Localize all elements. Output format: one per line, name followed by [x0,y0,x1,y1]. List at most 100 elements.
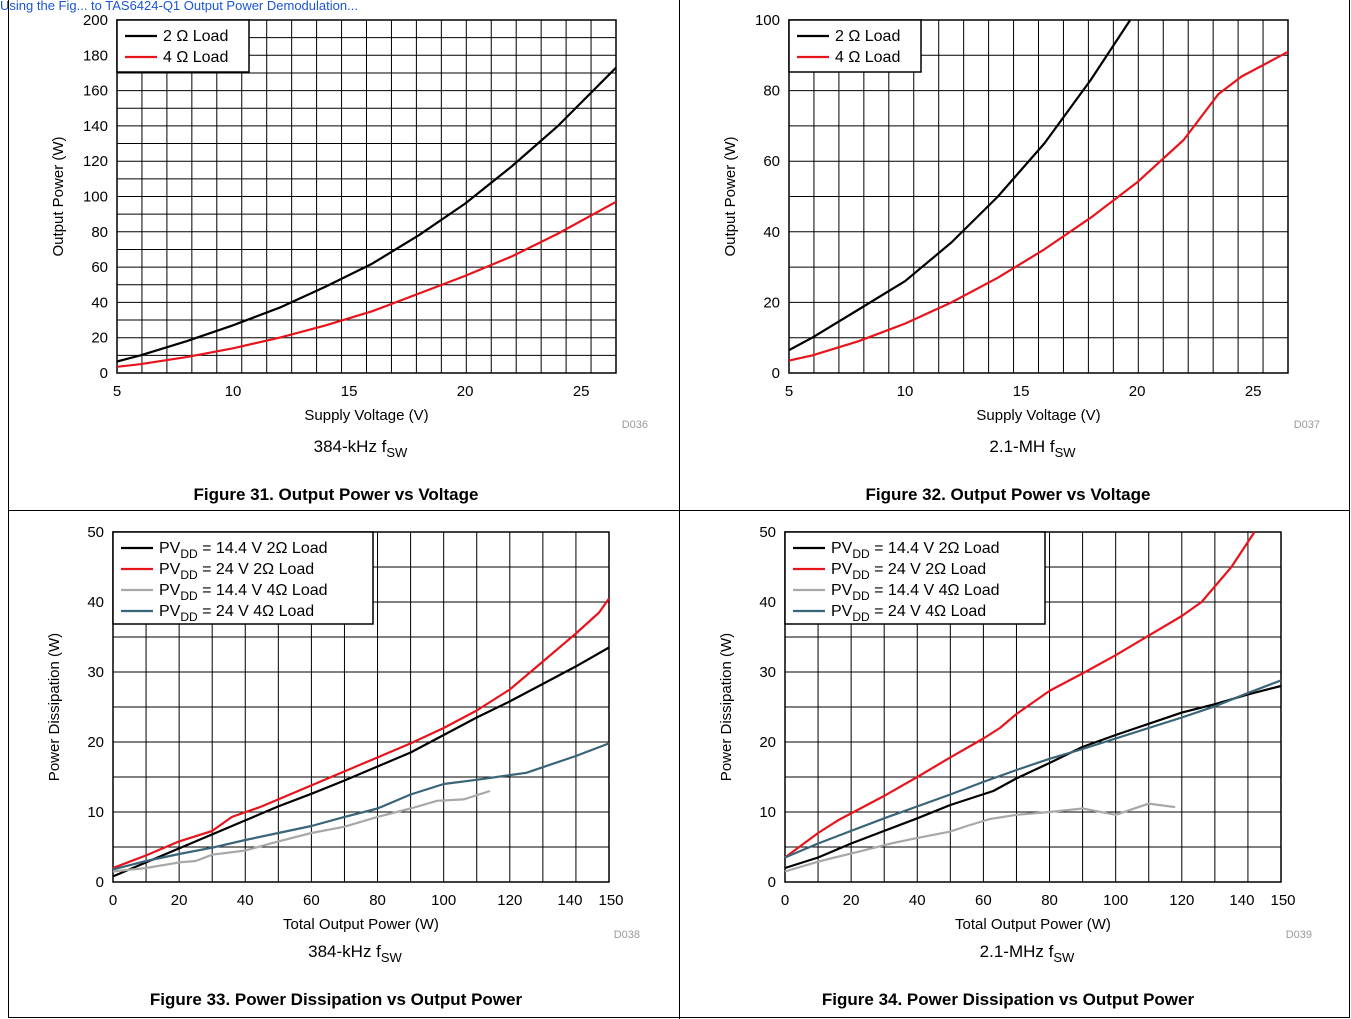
x-tick-label: 140 [1229,892,1254,909]
y-tick-label: 100 [83,189,108,206]
y-axis-label: Output Power (W) [722,136,739,256]
x-tick-label: 100 [431,892,456,909]
y-tick-label: 140 [83,118,108,135]
legend-entry: 2 Ω Load [163,28,228,45]
y-tick-label: 80 [91,224,108,241]
figure-caption: Figure 32. Output Power vs Voltage [866,485,1151,504]
legend-entry: PVDD = 14.4 V 2Ω Load [159,540,328,561]
x-tick-label: 20 [457,383,474,400]
x-tick-label: 25 [573,383,590,400]
x-tick-label: 5 [785,383,793,400]
x-tick-label: 0 [109,892,117,909]
y-axis-label: Power Dissipation (W) [46,633,63,781]
figure-code: D037 [1294,419,1320,431]
series-line-1 [788,19,1132,352]
figure-code: D039 [1286,929,1312,941]
y-tick-label: 200 [83,12,108,29]
series-line-2 [116,200,617,368]
y-axis-label: Power Dissipation (W) [718,633,735,781]
figure-caption: Figure 33. Power Dissipation vs Output P… [150,990,523,1009]
x-tick-label: 15 [1013,383,1030,400]
legend-box [784,531,1046,625]
y-tick-label: 60 [763,153,780,170]
legend-entry: PVDD = 24 V 4Ω Load [159,603,314,624]
horizontal-divider [8,510,1350,511]
vertical-divider [679,0,680,1019]
y-tick-label: 20 [87,734,104,751]
y-tick-label: 40 [759,594,776,611]
y-tick-label: 80 [763,83,780,100]
x-tick-label: 40 [237,892,254,909]
y-tick-label: 10 [87,804,104,821]
series-line-2 [788,50,1289,362]
x-tick-label: 25 [1245,383,1262,400]
x-tick-label: 20 [171,892,188,909]
legend-entry: 4 Ω Load [163,49,228,66]
legend-box [116,19,250,73]
legend-box [788,19,922,73]
figure-code: D038 [614,929,640,941]
series-line-4 [784,679,1282,859]
series-line-3 [112,789,491,873]
y-tick-label: 100 [755,12,780,29]
y-tick-label: 20 [763,294,780,311]
legend-entry: PVDD = 24 V 2Ω Load [159,561,314,582]
x-tick-label: 120 [497,892,522,909]
y-tick-label: 50 [87,524,104,541]
x-axis-label: Total Output Power (W) [283,916,439,933]
x-tick-label: 60 [975,892,992,909]
figure-34-chart: 0 10 20 30 40 50 0 20 40 60 80 100 120 140 150 Total Ou… [718,524,1312,1009]
series-line-4 [112,742,610,871]
y-tick-label: 0 [772,365,780,382]
x-tick-label: 140 [557,892,582,909]
legend-entry: 2 Ω Load [835,28,900,45]
y-tick-label: 50 [759,524,776,541]
y-tick-label: 40 [91,294,108,311]
y-tick-label: 0 [100,365,108,382]
plot-frame [788,19,1289,374]
y-tick-label: 20 [91,330,108,347]
x-tick-label: 10 [897,383,914,400]
series-line-1 [784,684,1282,870]
x-axis-label: Supply Voltage (V) [976,407,1100,424]
x-tick-label: 80 [1041,892,1058,909]
y-tick-label: 120 [83,153,108,170]
y-tick-label: 60 [91,259,108,276]
x-tick-label: 80 [369,892,386,909]
y-tick-label: 10 [759,804,776,821]
series-line-2 [784,531,1256,859]
figure-31-chart: 0 20 40 60 80 100 120 140 160 180 200 5 10 15 20 25 Supp… [50,12,648,504]
x-tick-label: 150 [598,892,623,909]
x-tick-label: 120 [1169,892,1194,909]
legend-entry: PVDD = 14.4 V 4Ω Load [159,582,328,603]
plot-frame [116,19,617,374]
x-tick-label: 15 [341,383,358,400]
legend-box [112,531,374,625]
y-tick-label: 20 [759,734,776,751]
y-tick-label: 30 [87,664,104,681]
figure-subtitle: 2.1-MHz fSW [980,942,1075,965]
top-link[interactable]: Using the Fig... to TAS6424-Q1 Output Po… [0,0,358,13]
y-tick-label: 30 [759,664,776,681]
y-tick-label: 40 [763,224,780,241]
series-line-1 [112,646,610,878]
series-line-3 [784,802,1176,873]
y-tick-label: 160 [83,83,108,100]
figure-32-chart: 0 20 40 60 80 100 5 10 15 20 25 Supply Voltage (V) O… [722,12,1320,504]
x-tick-label: 100 [1103,892,1128,909]
figure-code: D036 [622,419,648,431]
x-tick-label: 0 [781,892,789,909]
legend-entry: 4 Ω Load [835,49,900,66]
x-tick-label: 20 [1129,383,1146,400]
figure-33-chart: 0 10 20 30 40 50 0 20 40 60 80 100 120 140 150 Total Ou… [46,524,640,1009]
x-tick-label: 40 [909,892,926,909]
y-tick-label: 180 [83,47,108,64]
legend-entry: PVDD = 24 V 4Ω Load [831,603,986,624]
y-tick-label: 0 [768,874,776,891]
x-tick-label: 60 [303,892,320,909]
legend-entry: PVDD = 14.4 V 4Ω Load [831,582,1000,603]
x-tick-label: 150 [1270,892,1295,909]
x-axis-label: Supply Voltage (V) [304,407,428,424]
series-line-2 [112,597,610,870]
y-axis-label: Output Power (W) [50,136,67,256]
